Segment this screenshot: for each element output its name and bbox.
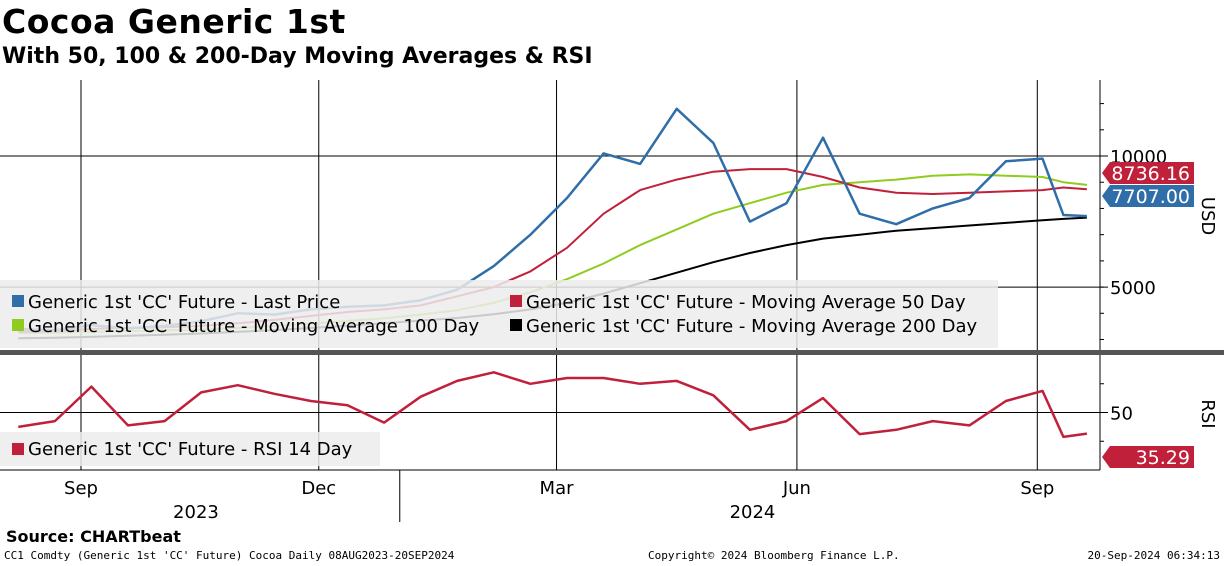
price-last-value-bg [1102, 185, 1194, 207]
legend-swatch-0 [12, 295, 24, 307]
rsi-legend-box [0, 432, 380, 466]
price-legend-box [0, 280, 998, 348]
legend-swatch-1 [510, 295, 522, 307]
timestamp: 20-Sep-2024 06:34:13 [1087, 549, 1220, 562]
ma50-last-value: 8736.16 [1111, 163, 1190, 185]
x-tick-label-4: Sep [1020, 478, 1054, 499]
x-tick-label-3: Jun [782, 478, 811, 499]
rsi-legend-label: Generic 1st 'CC' Future - RSI 14 Day [28, 439, 353, 460]
x-tick-label-0: Sep [64, 478, 98, 499]
x-tick-label-1: Dec [301, 478, 336, 499]
legend-label-0: Generic 1st 'CC' Future - Last Price [28, 292, 340, 313]
chart-title: Cocoa Generic 1st [2, 2, 346, 41]
chart-subtitle: With 50, 100 & 200-Day Moving Averages &… [2, 44, 593, 69]
rsi-last-value: 35.29 [1136, 447, 1190, 469]
series-description: CC1 Comdty (Generic 1st 'CC' Future) Coc… [4, 549, 455, 562]
rsi-last-value-bg [1102, 446, 1194, 468]
rsi-axis-title: RSI [1197, 399, 1218, 428]
legend-swatch-3 [510, 319, 522, 331]
legend-label-3: Generic 1st 'CC' Future - Moving Average… [526, 316, 978, 337]
price-tick-label: 5000 [1110, 278, 1156, 299]
rsi-legend-swatch [12, 443, 24, 455]
year-label-1: 2024 [730, 502, 776, 523]
rsi-series-line-0 [18, 371, 1088, 439]
year-label-0: 2023 [173, 502, 219, 523]
price-axis-title: USD [1197, 197, 1218, 235]
panel-divider [0, 350, 1224, 355]
x-tick-label-2: Mar [540, 478, 575, 499]
source-note: Source: CHARTbeat [6, 527, 181, 546]
ma50-last-value-bg [1102, 162, 1194, 184]
legend-label-2: Generic 1st 'CC' Future - Moving Average… [28, 316, 480, 337]
rsi-tick-label: 50 [1110, 404, 1133, 425]
copyright: Copyright© 2024 Bloomberg Finance L.P. [648, 549, 900, 562]
legend-swatch-2 [12, 319, 24, 331]
price-last-value: 7707.00 [1111, 186, 1190, 208]
legend-label-1: Generic 1st 'CC' Future - Moving Average… [526, 292, 966, 313]
